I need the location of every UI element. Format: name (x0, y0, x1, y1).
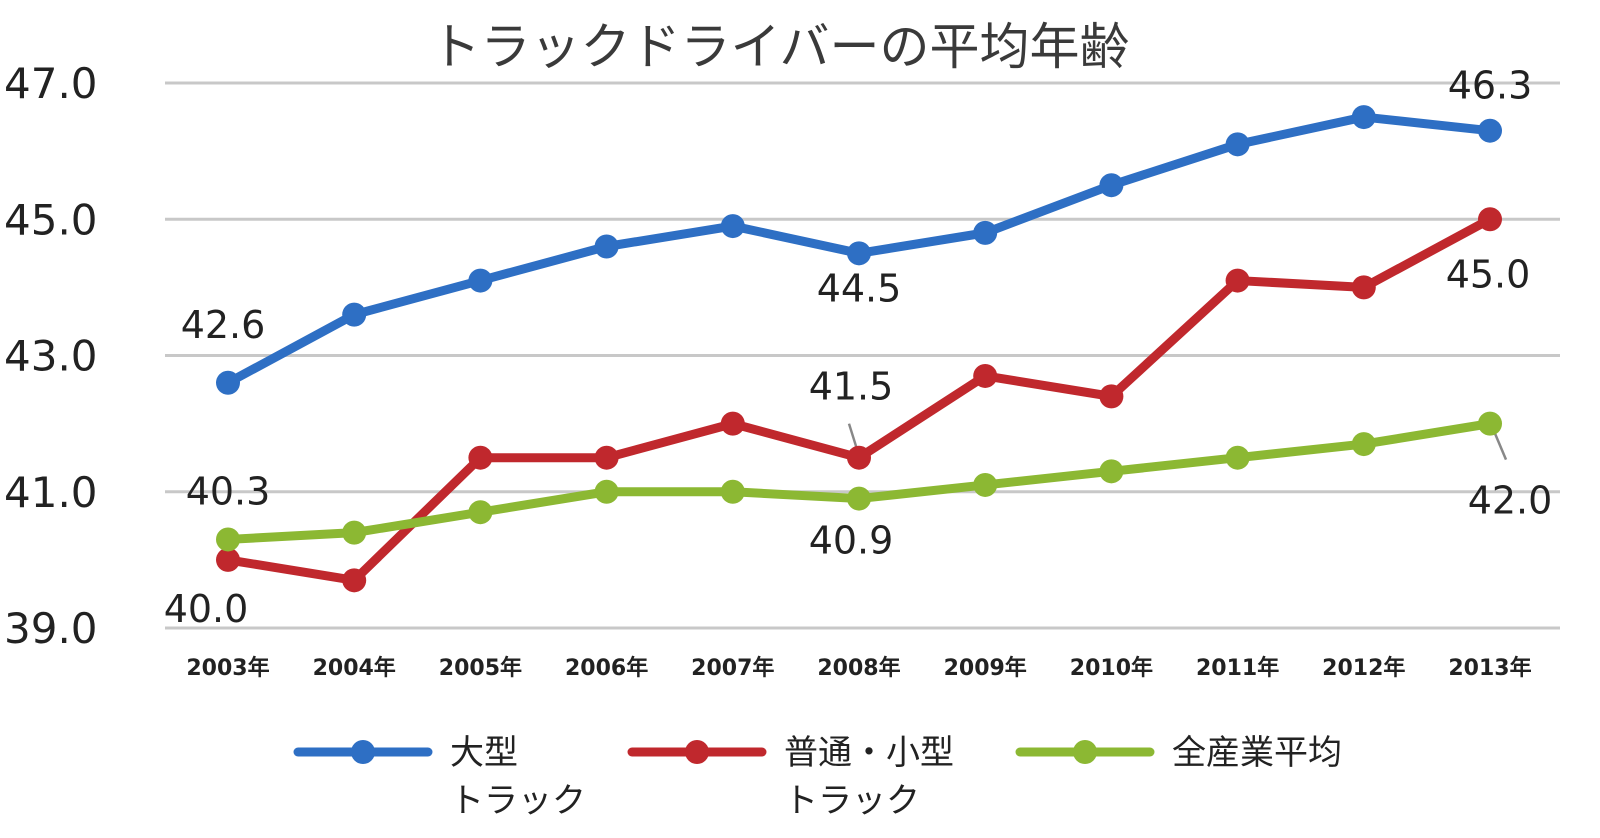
data-point (1351, 432, 1376, 457)
series-2 (216, 411, 1502, 552)
data-point (1225, 445, 1250, 470)
x-tick-label: 2010年 (1070, 655, 1153, 681)
x-tick-label: 2012年 (1322, 655, 1405, 681)
chart-title: トラックドライバーの平均年齢 (431, 18, 1130, 76)
data-point (468, 445, 493, 470)
data-label: 40.9 (809, 519, 894, 563)
data-point (1478, 207, 1502, 232)
y-tick-label: 47.0 (4, 59, 98, 108)
data-point (973, 472, 998, 497)
data-label: 40.0 (164, 587, 249, 631)
data-label: 40.3 (186, 469, 271, 513)
data-point (1225, 132, 1250, 157)
data-point (594, 234, 619, 259)
data-point (468, 268, 493, 293)
data-point (216, 547, 240, 572)
x-tick-label: 2007年 (691, 655, 774, 681)
series-1 (216, 207, 1502, 593)
legend-entry: 全産業平均 (1015, 733, 1342, 773)
data-label: 42.6 (181, 303, 266, 347)
data-point (216, 370, 240, 395)
data-point (1099, 459, 1124, 484)
legend-swatch-marker (351, 740, 375, 764)
data-point (594, 445, 619, 470)
data-point (973, 363, 998, 388)
data-point (468, 500, 493, 525)
data-point (342, 302, 367, 327)
x-tick-label: 2009年 (944, 655, 1027, 681)
x-axis-ticks: 2003年 2004年 2005年 2006年 2007年 2008年 2009年 2010年… (186, 655, 1531, 681)
data-point (720, 411, 745, 436)
data-point (720, 214, 745, 239)
legend-swatch-marker (1073, 740, 1097, 764)
data-point (720, 479, 745, 504)
y-axis-ticks: 39.0 41.0 43.0 45.0 47.0 (4, 59, 98, 653)
data-point (847, 486, 871, 511)
legend-label: トラック (784, 781, 920, 821)
series-lines (216, 105, 1502, 593)
legend-swatch-marker (685, 740, 709, 764)
data-point (1099, 384, 1124, 409)
legend-label: 大型 (450, 733, 518, 773)
data-label: 46.3 (1448, 64, 1533, 108)
data-point (342, 520, 367, 545)
x-tick-label: 2004年 (313, 655, 396, 681)
data-label: 44.5 (817, 266, 902, 310)
y-tick-label: 41.0 (4, 468, 98, 517)
data-label: 42.0 (1468, 479, 1553, 523)
data-point (973, 220, 998, 245)
legend-label: トラック (450, 781, 586, 821)
x-tick-label: 2003年 (186, 655, 269, 681)
data-label: 45.0 (1446, 252, 1531, 296)
data-point (216, 527, 240, 552)
y-tick-label: 43.0 (4, 332, 98, 381)
x-tick-label: 2006年 (565, 655, 648, 681)
legend-label: 普通・小型 (784, 733, 954, 773)
data-point (847, 241, 871, 266)
legend-label: 全産業平均 (1172, 733, 1342, 773)
x-tick-label: 2005年 (439, 655, 522, 681)
data-point (1478, 118, 1502, 143)
series-0 (216, 105, 1502, 395)
data-point (594, 479, 619, 504)
data-point (1225, 268, 1250, 293)
x-tick-label: 2011年 (1196, 655, 1279, 681)
y-tick-label: 39.0 (4, 604, 98, 653)
data-point (1478, 411, 1502, 436)
data-point (1099, 173, 1124, 198)
data-label: 41.5 (809, 365, 894, 409)
data-labels: 42.6 44.5 46.3 40.0 41.5 45.0 40.3 40.9 42.0 (164, 64, 1553, 631)
data-point (342, 568, 367, 593)
data-point (847, 445, 871, 470)
x-tick-label: 2013年 (1448, 655, 1531, 681)
data-point (1351, 105, 1376, 130)
gridlines (165, 81, 1560, 630)
x-tick-label: 2008年 (817, 655, 900, 681)
data-point (1351, 275, 1376, 300)
y-tick-label: 45.0 (4, 195, 98, 244)
